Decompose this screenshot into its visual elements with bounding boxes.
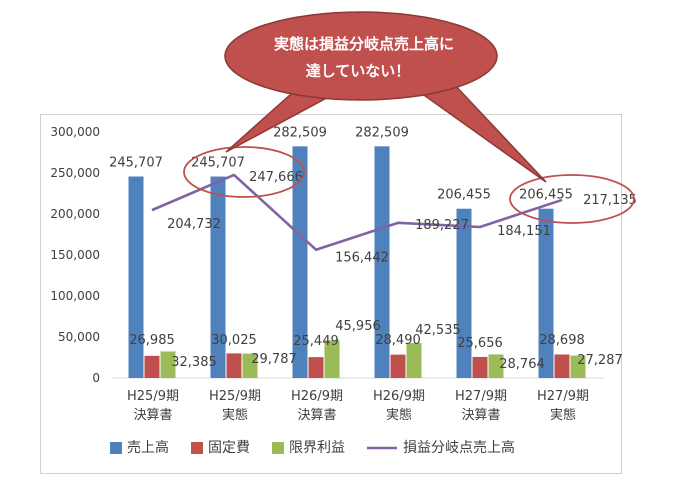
y-tick-label: 50,000 xyxy=(58,330,100,344)
legend-label: 固定費 xyxy=(208,440,250,456)
data-label-fixed-cost: 28,490 xyxy=(375,333,421,348)
bar-固定費 xyxy=(554,354,570,378)
bar-固定費 xyxy=(308,357,324,378)
bar-売上高 xyxy=(538,208,554,378)
data-label-break-even: 184,151 xyxy=(497,224,551,239)
x-tick-label: 決算書 xyxy=(297,408,336,423)
bar-限界利益 xyxy=(324,340,340,378)
x-tick-label: H27/9期 xyxy=(455,389,507,404)
bar-固定費 xyxy=(144,355,160,378)
x-tick-label: 実態 xyxy=(550,407,576,423)
data-label-sales: 245,707 xyxy=(191,156,245,171)
legend-swatch-限界利益 xyxy=(272,442,284,454)
highlight-ellipse xyxy=(183,146,305,198)
legend-swatch-固定費 xyxy=(191,442,203,454)
bar-限界利益 xyxy=(570,355,586,378)
x-tick-label: 決算書 xyxy=(133,408,172,423)
bar-限界利益 xyxy=(160,351,176,378)
bar-売上高 xyxy=(128,176,144,378)
bar-限界利益 xyxy=(488,354,504,378)
bar-限界利益 xyxy=(242,353,258,378)
x-tick-label: H25/9期 xyxy=(127,389,179,404)
bar-固定費 xyxy=(390,354,406,378)
x-tick-label: 決算書 xyxy=(461,408,500,423)
bar-売上高 xyxy=(456,208,472,378)
bar-売上高 xyxy=(292,146,308,378)
legend-label: 売上高 xyxy=(127,439,169,456)
y-tick-label: 200,000 xyxy=(50,207,100,221)
data-label-fixed-cost: 25,449 xyxy=(293,334,339,349)
data-label-break-even: 156,442 xyxy=(335,251,389,266)
highlight-ellipse xyxy=(509,174,635,224)
chart-frame xyxy=(40,114,622,474)
legend-label: 限界利益 xyxy=(289,440,345,456)
x-tick-label: H26/9期 xyxy=(373,389,425,404)
data-label-fixed-cost: 30,025 xyxy=(211,333,257,348)
x-tick-label: H25/9期 xyxy=(209,389,261,404)
data-label-sales: 245,707 xyxy=(109,156,163,171)
bar-売上高 xyxy=(210,176,226,378)
data-label-marginal-profit: 29,787 xyxy=(251,352,297,367)
data-label-break-even: 189,227 xyxy=(415,218,469,233)
data-label-marginal-profit: 27,287 xyxy=(577,353,623,368)
y-tick-label: 0 xyxy=(92,371,100,385)
data-label-marginal-profit: 32,385 xyxy=(171,355,217,370)
callout-text-line2: 達していない！ xyxy=(306,62,411,80)
line-break-even-sales xyxy=(151,173,563,252)
legend: 売上高 固定費 限界利益 損益分岐点売上高 xyxy=(110,439,515,456)
y-tick-label: 100,000 xyxy=(50,289,100,303)
data-label-marginal-profit: 45,956 xyxy=(335,319,381,334)
bar-限界利益 xyxy=(406,343,422,378)
callout-ellipse xyxy=(224,11,498,101)
x-tick-label: H27/9期 xyxy=(537,389,589,404)
callout-pointer-right xyxy=(412,81,547,183)
bar-固定費 xyxy=(472,356,488,378)
y-tick-label: 300,000 xyxy=(50,125,100,139)
data-label-sales: 206,455 xyxy=(437,188,491,203)
data-label-break-even: 247,666 xyxy=(249,170,303,185)
x-tick-label: H26/9期 xyxy=(291,389,343,404)
data-label-fixed-cost: 25,656 xyxy=(457,336,503,351)
data-label-sales: 282,509 xyxy=(273,125,327,140)
x-tick-label: 実態 xyxy=(222,407,248,423)
callout-text-line1: 実態は損益分岐点売上高に xyxy=(274,35,454,53)
data-label-marginal-profit: 28,764 xyxy=(499,357,545,372)
data-label-fixed-cost: 26,985 xyxy=(129,333,175,348)
y-tick-label: 150,000 xyxy=(50,248,100,262)
bar-固定費 xyxy=(226,353,242,378)
data-label-break-even: 204,732 xyxy=(167,217,221,232)
x-tick-label: 実態 xyxy=(386,407,412,423)
data-label-fixed-cost: 28,698 xyxy=(539,333,585,348)
legend-label: 損益分岐点売上高 xyxy=(403,439,515,456)
data-label-marginal-profit: 42,535 xyxy=(415,323,461,338)
data-label-sales: 206,455 xyxy=(519,188,573,203)
bar-売上高 xyxy=(374,146,390,378)
legend-swatch-売上高 xyxy=(110,442,122,454)
data-label-sales: 282,509 xyxy=(355,125,409,140)
y-tick-label: 250,000 xyxy=(50,166,100,180)
data-label-break-even: 217,135 xyxy=(583,193,637,208)
